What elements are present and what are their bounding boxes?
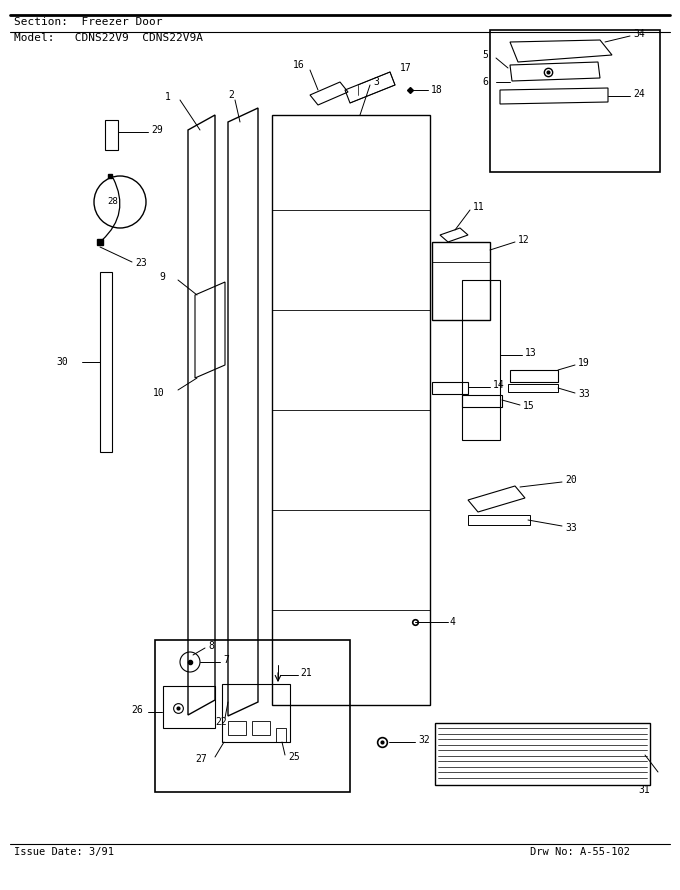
Bar [490,30,660,172]
Text: 27: 27 [195,754,207,764]
Bar [228,721,246,735]
Text: 22: 22 [215,717,226,727]
Text: 34: 34 [633,29,645,39]
Bar [155,640,350,792]
Text: 33: 33 [578,389,590,399]
Bar [276,728,286,742]
Text: 9: 9 [159,272,165,282]
Text: 2: 2 [228,90,234,100]
Text: 8: 8 [208,641,214,651]
Text: 25: 25 [288,752,300,762]
Text: 21: 21 [300,668,311,678]
Text: 32: 32 [418,735,430,745]
Text: 18: 18 [431,85,443,95]
Text: 5: 5 [482,50,488,60]
Bar [222,684,290,742]
Text: 20: 20 [565,475,577,485]
Text: 17: 17 [400,63,412,73]
Text: 33: 33 [565,523,577,533]
Text: 28: 28 [107,198,118,206]
Text: 3: 3 [373,77,379,87]
Text: 7: 7 [223,655,229,665]
Text: 14: 14 [493,380,505,390]
Text: 23: 23 [135,258,147,268]
Text: 24: 24 [633,89,645,99]
Bar [252,721,270,735]
Text: Issue Date: 3/91: Issue Date: 3/91 [14,847,114,857]
Text: 31: 31 [638,785,650,795]
Text: 6: 6 [482,77,488,87]
Text: 12: 12 [518,235,530,245]
Text: 11: 11 [473,202,485,212]
Text: 30: 30 [56,357,68,367]
Text: 19: 19 [578,358,590,368]
Text: 4: 4 [450,617,456,627]
Bar [163,686,215,728]
Text: 29: 29 [151,125,163,135]
Bar [435,723,650,785]
Text: 16: 16 [293,60,305,70]
Text: 26: 26 [131,705,143,715]
Text: Model:   CDNS22V9  CDNS22V9A: Model: CDNS22V9 CDNS22V9A [14,33,203,43]
Text: 1: 1 [165,92,171,102]
Text: 10: 10 [153,388,165,398]
Text: 15: 15 [523,401,534,411]
Text: 13: 13 [525,348,537,358]
Text: Section:  Freezer Door: Section: Freezer Door [14,17,163,27]
Text: Drw No: A-55-102: Drw No: A-55-102 [530,847,630,857]
